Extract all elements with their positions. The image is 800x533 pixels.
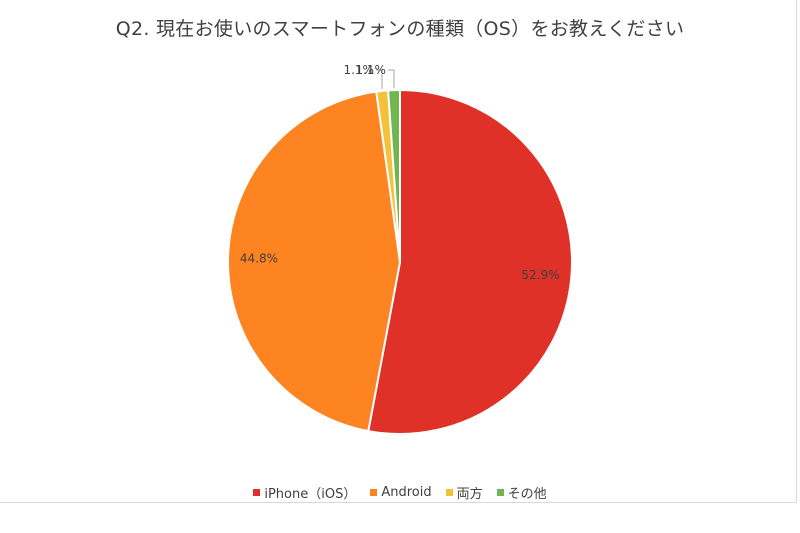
legend-label-android: Android (381, 485, 432, 500)
legend-swatch-iphone (253, 489, 261, 496)
legend-item-both: 両方 (445, 483, 483, 502)
leader-line-both (375, 69, 383, 89)
pie-slice-android (227, 90, 402, 433)
legend-item-iphone: iPhone（iOS） (253, 483, 356, 502)
leader-line-other (387, 69, 395, 89)
data-label-iphone: 52.9% (521, 268, 559, 282)
legend-label-other: その他 (507, 487, 547, 502)
legend-item-other: その他 (496, 483, 547, 502)
data-label-android: 44.8% (240, 252, 278, 266)
legend-item-android: Android (370, 483, 432, 502)
data-label-both: 1.1% (343, 63, 374, 77)
legend-swatch-both (445, 489, 453, 496)
data-label-other: 1.1% (355, 63, 386, 77)
chart-frame (0, 0, 797, 503)
pie-slices (227, 88, 573, 435)
legend-swatch-other (496, 489, 504, 496)
pie-labels: 52.9% 44.8% 1.1%1.1% (240, 63, 560, 282)
chart-title: Q2. 現在お使いのスマートフォンの種類（OS）をお教えください (115, 18, 685, 40)
pie-slice-iphone (367, 88, 573, 435)
pie-slice-other (387, 88, 401, 263)
legend-label-iphone: iPhone（iOS） (264, 487, 357, 502)
legend-swatch-android (370, 489, 378, 496)
chart-legend: iPhone（iOS） Android 両方 その他 (0, 483, 800, 502)
legend-label-both: 両方 (456, 487, 483, 502)
